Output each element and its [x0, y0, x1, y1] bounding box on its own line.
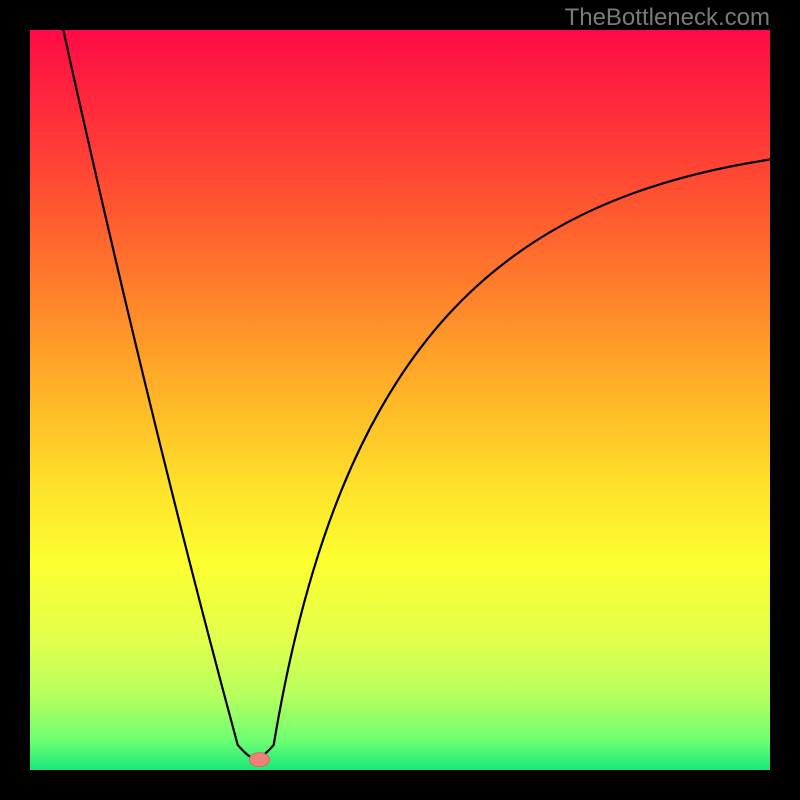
- chart-canvas: TheBottleneck.com: [0, 0, 800, 800]
- bottleneck-curve-svg: [0, 0, 800, 800]
- watermark-text: TheBottleneck.com: [565, 4, 770, 32]
- valley-marker: [249, 753, 269, 767]
- bottleneck-curve: [63, 30, 770, 759]
